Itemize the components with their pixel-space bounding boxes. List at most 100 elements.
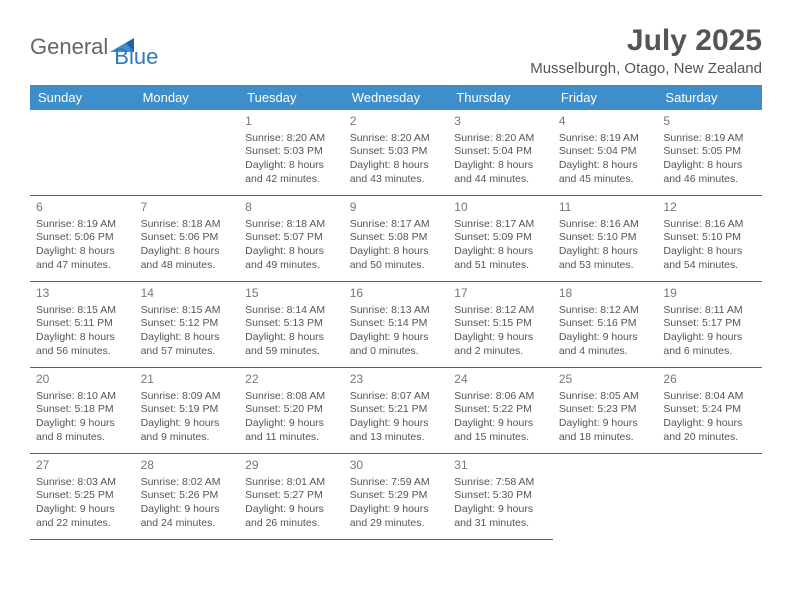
daylight-line: Daylight: 9 hours and 13 minutes. xyxy=(350,417,443,444)
day-cell: 25Sunrise: 8:05 AMSunset: 5:23 PMDayligh… xyxy=(553,368,658,454)
sunrise-line: Sunrise: 8:15 AM xyxy=(141,304,234,318)
day-number: 9 xyxy=(350,200,443,216)
sunset-line: Sunset: 5:29 PM xyxy=(350,489,443,503)
day-number: 20 xyxy=(36,372,129,388)
sunset-line: Sunset: 5:15 PM xyxy=(454,317,547,331)
day-cell: 26Sunrise: 8:04 AMSunset: 5:24 PMDayligh… xyxy=(657,368,762,454)
logo-word-general: General xyxy=(30,34,108,60)
sunrise-line: Sunrise: 8:19 AM xyxy=(559,132,652,146)
daylight-line: Daylight: 9 hours and 26 minutes. xyxy=(245,503,338,530)
weekday-header-cell: Wednesday xyxy=(344,85,449,110)
day-number: 11 xyxy=(559,200,652,216)
sunrise-line: Sunrise: 8:17 AM xyxy=(454,218,547,232)
daylight-line: Daylight: 8 hours and 48 minutes. xyxy=(141,245,234,272)
sunrise-line: Sunrise: 8:10 AM xyxy=(36,390,129,404)
day-number: 2 xyxy=(350,114,443,130)
weekday-header-cell: Thursday xyxy=(448,85,553,110)
daylight-line: Daylight: 9 hours and 31 minutes. xyxy=(454,503,547,530)
day-number: 8 xyxy=(245,200,338,216)
day-cell: 6Sunrise: 8:19 AMSunset: 5:06 PMDaylight… xyxy=(30,196,135,282)
weekday-header-cell: Saturday xyxy=(657,85,762,110)
day-number: 27 xyxy=(36,458,129,474)
sunset-line: Sunset: 5:18 PM xyxy=(36,403,129,417)
daylight-line: Daylight: 8 hours and 49 minutes. xyxy=(245,245,338,272)
sunset-line: Sunset: 5:23 PM xyxy=(559,403,652,417)
day-cell: 16Sunrise: 8:13 AMSunset: 5:14 PMDayligh… xyxy=(344,282,449,368)
sunset-line: Sunset: 5:03 PM xyxy=(245,145,338,159)
daylight-line: Daylight: 9 hours and 4 minutes. xyxy=(559,331,652,358)
sunrise-line: Sunrise: 8:18 AM xyxy=(245,218,338,232)
day-number: 4 xyxy=(559,114,652,130)
day-cell: 13Sunrise: 8:15 AMSunset: 5:11 PMDayligh… xyxy=(30,282,135,368)
day-number: 21 xyxy=(141,372,234,388)
sunset-line: Sunset: 5:24 PM xyxy=(663,403,756,417)
daylight-line: Daylight: 9 hours and 15 minutes. xyxy=(454,417,547,444)
day-number: 17 xyxy=(454,286,547,302)
day-number: 19 xyxy=(663,286,756,302)
title-block: July 2025 Musselburgh, Otago, New Zealan… xyxy=(530,24,762,77)
day-cell: 3Sunrise: 8:20 AMSunset: 5:04 PMDaylight… xyxy=(448,110,553,196)
day-number: 25 xyxy=(559,372,652,388)
day-number: 12 xyxy=(663,200,756,216)
sunset-line: Sunset: 5:10 PM xyxy=(663,231,756,245)
sunset-line: Sunset: 5:14 PM xyxy=(350,317,443,331)
day-cell: 21Sunrise: 8:09 AMSunset: 5:19 PMDayligh… xyxy=(135,368,240,454)
daylight-line: Daylight: 9 hours and 18 minutes. xyxy=(559,417,652,444)
day-cell: 1Sunrise: 8:20 AMSunset: 5:03 PMDaylight… xyxy=(239,110,344,196)
daylight-line: Daylight: 8 hours and 56 minutes. xyxy=(36,331,129,358)
day-number: 30 xyxy=(350,458,443,474)
sunset-line: Sunset: 5:20 PM xyxy=(245,403,338,417)
empty-cell xyxy=(657,454,762,540)
logo-word-blue: Blue xyxy=(114,44,158,70)
day-cell: 23Sunrise: 8:07 AMSunset: 5:21 PMDayligh… xyxy=(344,368,449,454)
sunset-line: Sunset: 5:21 PM xyxy=(350,403,443,417)
sunset-line: Sunset: 5:06 PM xyxy=(36,231,129,245)
empty-cell xyxy=(30,110,135,196)
sunrise-line: Sunrise: 8:18 AM xyxy=(141,218,234,232)
daylight-line: Daylight: 8 hours and 57 minutes. xyxy=(141,331,234,358)
sunset-line: Sunset: 5:09 PM xyxy=(454,231,547,245)
weekday-header-cell: Tuesday xyxy=(239,85,344,110)
sunset-line: Sunset: 5:13 PM xyxy=(245,317,338,331)
daylight-line: Daylight: 8 hours and 50 minutes. xyxy=(350,245,443,272)
day-cell: 7 Sunrise: 8:18 AMSunset: 5:06 PMDaylight… xyxy=(135,196,240,282)
day-number: 13 xyxy=(36,286,129,302)
day-cell: 10Sunrise: 8:17 AMSunset: 5:09 PMDayligh… xyxy=(448,196,553,282)
daylight-line: Daylight: 9 hours and 8 minutes. xyxy=(36,417,129,444)
day-number: 24 xyxy=(454,372,547,388)
day-cell: 11Sunrise: 8:16 AMSunset: 5:10 PMDayligh… xyxy=(553,196,658,282)
sunset-line: Sunset: 5:06 PM xyxy=(141,231,234,245)
day-cell: 8Sunrise: 8:18 AMSunset: 5:07 PMDaylight… xyxy=(239,196,344,282)
daylight-line: Daylight: 8 hours and 53 minutes. xyxy=(559,245,652,272)
sunrise-line: Sunrise: 8:09 AM xyxy=(141,390,234,404)
sunset-line: Sunset: 5:05 PM xyxy=(663,145,756,159)
day-number: 7 xyxy=(141,200,234,216)
sunset-line: Sunset: 5:04 PM xyxy=(559,145,652,159)
calendar-grid: 1Sunrise: 8:20 AMSunset: 5:03 PMDaylight… xyxy=(30,110,762,540)
sunrise-line: Sunrise: 8:01 AM xyxy=(245,476,338,490)
sunrise-line: Sunrise: 8:11 AM xyxy=(663,304,756,318)
sunrise-line: Sunrise: 8:16 AM xyxy=(559,218,652,232)
daylight-line: Daylight: 9 hours and 24 minutes. xyxy=(141,503,234,530)
topbar: General Blue July 2025 Musselburgh, Otag… xyxy=(30,24,762,77)
daylight-line: Daylight: 8 hours and 42 minutes. xyxy=(245,159,338,186)
daylight-line: Daylight: 8 hours and 47 minutes. xyxy=(36,245,129,272)
empty-cell xyxy=(553,454,658,540)
daylight-line: Daylight: 8 hours and 54 minutes. xyxy=(663,245,756,272)
daylight-line: Daylight: 8 hours and 43 minutes. xyxy=(350,159,443,186)
daylight-line: Daylight: 8 hours and 59 minutes. xyxy=(245,331,338,358)
sunset-line: Sunset: 5:25 PM xyxy=(36,489,129,503)
sunset-line: Sunset: 5:16 PM xyxy=(559,317,652,331)
sunset-line: Sunset: 5:30 PM xyxy=(454,489,547,503)
day-cell: 4Sunrise: 8:19 AMSunset: 5:04 PMDaylight… xyxy=(553,110,658,196)
weekday-header-cell: Sunday xyxy=(30,85,135,110)
calendar-page: General Blue July 2025 Musselburgh, Otag… xyxy=(0,0,792,564)
sunset-line: Sunset: 5:08 PM xyxy=(350,231,443,245)
sunrise-line: Sunrise: 8:08 AM xyxy=(245,390,338,404)
day-cell: 28Sunrise: 8:02 AMSunset: 5:26 PMDayligh… xyxy=(135,454,240,540)
sunrise-line: Sunrise: 8:19 AM xyxy=(36,218,129,232)
sunrise-line: Sunrise: 8:13 AM xyxy=(350,304,443,318)
day-cell: 20 Sunrise: 8:10 AMSunset: 5:18 PMDayligh… xyxy=(30,368,135,454)
day-cell: 24Sunrise: 8:06 AMSunset: 5:22 PMDayligh… xyxy=(448,368,553,454)
day-cell: 5Sunrise: 8:19 AMSunset: 5:05 PMDaylight… xyxy=(657,110,762,196)
